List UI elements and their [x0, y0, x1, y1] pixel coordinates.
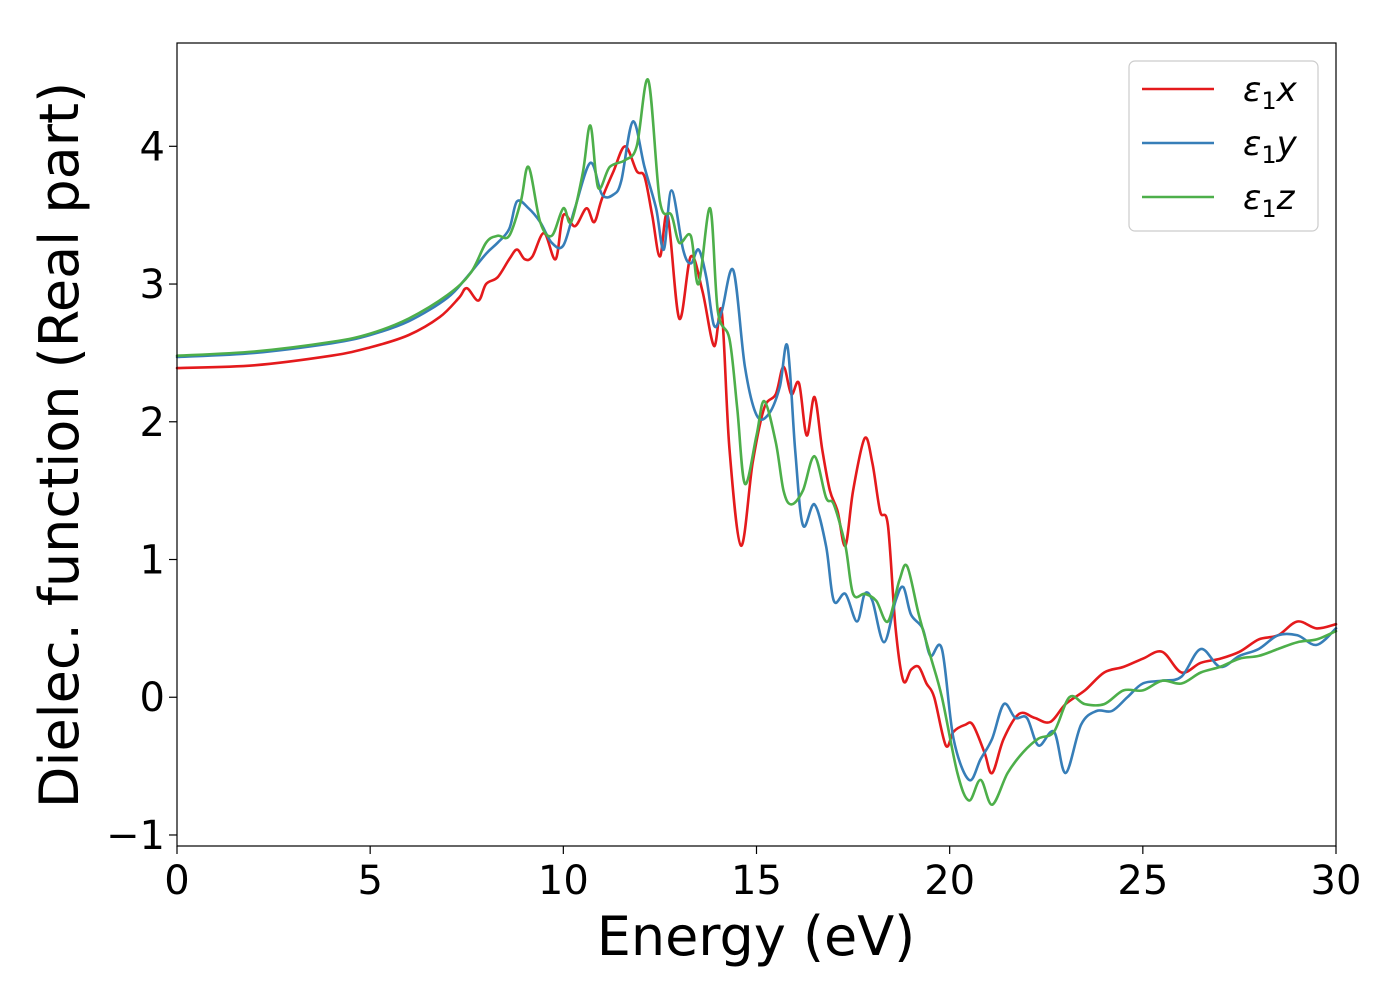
legend-box	[1128, 60, 1319, 232]
series-line-z	[175, 78, 1338, 807]
y-axis-title: Dielec. function (Real part)	[28, 82, 91, 808]
y-tick-label: 2	[140, 400, 165, 446]
series-layer	[175, 78, 1338, 807]
y-tick-label: 4	[140, 124, 165, 170]
x-tick-label: 10	[538, 858, 589, 904]
x-axis-title: Energy (eV)	[597, 905, 916, 968]
y-tick-label: 1	[140, 538, 165, 584]
y-tick-label: −1	[106, 813, 165, 859]
y-tick-label: 3	[140, 262, 165, 308]
x-axis: 0 5 10 15 20 25 30	[164, 846, 1361, 904]
x-tick-label: 0	[164, 858, 189, 904]
y-axis: −1 0 1 2 3 4	[106, 124, 177, 859]
legend: ε1x ε1y ε1z	[1128, 60, 1319, 232]
x-tick-label: 30	[1311, 858, 1362, 904]
x-tick-label: 25	[1117, 858, 1168, 904]
x-tick-label: 15	[731, 858, 782, 904]
legend-label-z: ε1z	[1243, 178, 1296, 223]
legend-label-x: ε1x	[1243, 70, 1298, 115]
x-tick-label: 5	[357, 858, 382, 904]
legend-label-y: ε1y	[1243, 124, 1298, 169]
series-line-y	[175, 120, 1338, 782]
y-tick-label: 0	[140, 675, 165, 721]
x-tick-label: 20	[924, 858, 975, 904]
